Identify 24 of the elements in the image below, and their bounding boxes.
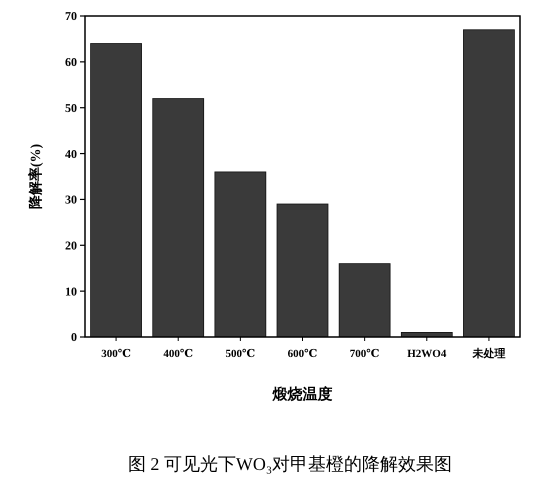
y-tick-label: 30 [65, 192, 77, 207]
y-tick-label: 60 [65, 55, 77, 70]
y-tick-label: 50 [65, 100, 77, 115]
x-tick-label: 300℃ [101, 348, 131, 360]
y-tick-label: 20 [65, 238, 77, 252]
x-tick-label: 500℃ [226, 348, 256, 360]
bar [214, 172, 266, 338]
y-tick-label: 0 [71, 330, 77, 344]
bar [276, 204, 328, 338]
x-tick-label: 400℃ [163, 348, 194, 360]
y-axis-title: 降解率(%) [27, 144, 44, 210]
bar [152, 98, 204, 338]
x-tick-label: 700℃ [350, 348, 380, 360]
caption: 图 2 可见光下WO₃对甲基橙的降解效果图 [128, 454, 452, 474]
x-tick-label: 未处理 [471, 347, 506, 360]
bar [90, 43, 142, 338]
bar [338, 263, 391, 338]
y-tick-label: 70 [65, 9, 77, 24]
y-tick-label: 40 [65, 146, 77, 161]
x-tick-label: H2WO4 [407, 348, 447, 360]
y-tick-label: 10 [65, 284, 77, 298]
bar [463, 29, 515, 338]
x-tick-label: 600℃ [288, 348, 318, 360]
x-axis-title: 煅烧温度 [272, 385, 332, 403]
